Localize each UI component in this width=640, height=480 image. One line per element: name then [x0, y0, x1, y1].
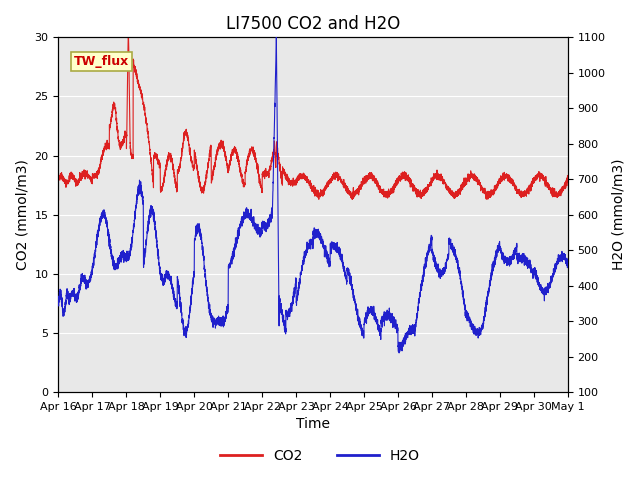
Title: LI7500 CO2 and H2O: LI7500 CO2 and H2O: [226, 15, 400, 33]
Y-axis label: H2O (mmol/m3): H2O (mmol/m3): [611, 159, 625, 270]
Legend: CO2, H2O: CO2, H2O: [214, 443, 426, 468]
Y-axis label: CO2 (mmol/m3): CO2 (mmol/m3): [15, 159, 29, 270]
X-axis label: Time: Time: [296, 418, 330, 432]
Text: TW_flux: TW_flux: [74, 55, 129, 68]
